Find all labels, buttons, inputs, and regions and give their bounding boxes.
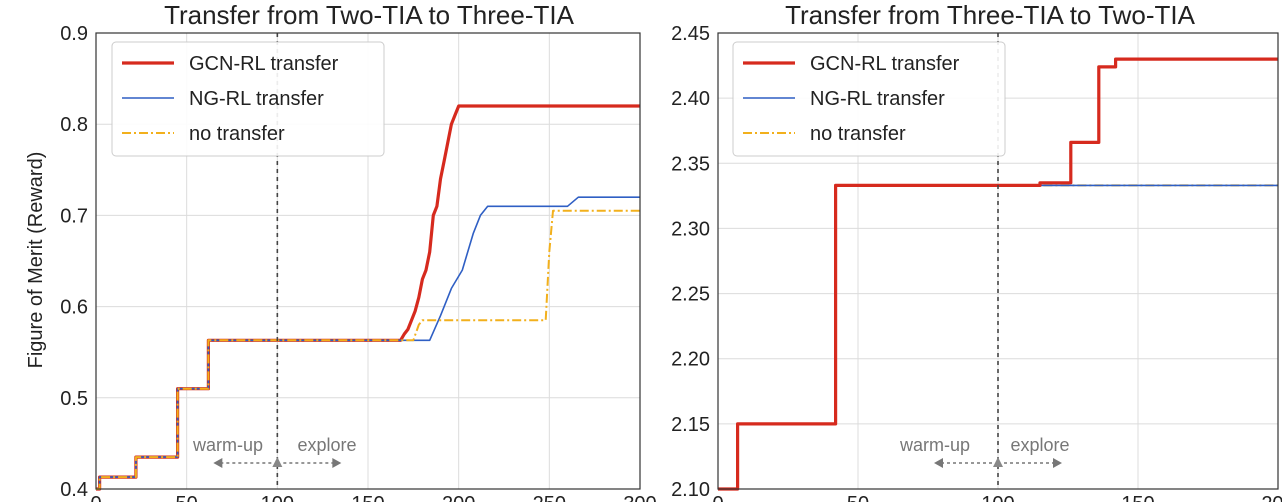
- chart-2: Transfer from Three-TIA to Two-TIA 2.102…: [671, 0, 1282, 502]
- chart-1-x-tick-label: 300: [623, 493, 656, 502]
- chart-2-y-tick-label: 2.30: [671, 218, 710, 240]
- chart-2-y-tick-label: 2.45: [671, 23, 710, 45]
- chart-2-warmup-label: warm-up: [899, 435, 970, 455]
- warmup-arrowhead: [934, 458, 943, 468]
- warmup-arrowhead: [213, 458, 223, 468]
- chart-2-plot-frame: [717, 32, 1279, 490]
- chart-2-phase-annotation: warm-up explore: [899, 435, 1070, 455]
- chart-2-x-tick-label: 200: [1261, 493, 1282, 502]
- chart-1-y-tick-label: 0.8: [60, 114, 88, 136]
- chart-2-y-tick-label: 2.10: [671, 479, 710, 501]
- legend-label: NG-RL transfer: [189, 88, 324, 110]
- divider-marker: [993, 457, 1003, 467]
- chart-1-y-tick-label: 0.9: [60, 23, 88, 45]
- chart-2-y-tick-label: 2.25: [671, 284, 710, 306]
- chart-1-plot-frame: [95, 32, 641, 490]
- legend-label: GCN-RL transfer: [810, 53, 960, 75]
- chart-1-x-tick-label: 150: [351, 493, 384, 502]
- legend-label: NG-RL transfer: [810, 88, 945, 110]
- chart-1-series: [96, 104, 640, 491]
- chart-2-x-tick-label: 50: [847, 493, 869, 502]
- chart-2-legend: GCN-RL transfer NG-RL transfer no transfer: [732, 41, 1006, 157]
- chart-1-x-tick-label: 0: [90, 493, 101, 502]
- explore-arrowhead: [1053, 458, 1062, 468]
- chart-1-legend: GCN-RL transfer NG-RL transfer no transfer: [111, 41, 385, 157]
- chart-2-y-tick-labels: 2.10 2.15 2.20 2.25 2.30 2.35 2.40 2.45: [671, 23, 710, 501]
- chart-1-title: Transfer from Two-TIA to Three-TIA: [164, 0, 575, 30]
- legend-box: [111, 41, 385, 157]
- chart-1-y-tick-label: 0.6: [60, 297, 88, 319]
- legend-label: no transfer: [189, 123, 285, 145]
- chart-1-x-tick-label: 200: [442, 493, 475, 502]
- chart-2-y-tick-label: 2.35: [671, 153, 710, 175]
- chart-2-explore-label: explore: [1010, 435, 1069, 455]
- chart-1-x-tick-label: 100: [261, 493, 294, 502]
- chart-1: Transfer from Two-TIA to Three-TIA Figur…: [25, 0, 657, 502]
- chart-1-x-tick-label: 250: [533, 493, 566, 502]
- legend-box: [732, 41, 1006, 157]
- chart-2-x-tick-label: 150: [1121, 493, 1154, 502]
- chart-1-x-tick-labels: 0 50 100 150 200 250 300: [90, 493, 656, 502]
- chart-1-y-tick-label: 0.5: [60, 388, 88, 410]
- chart-2-x-tick-label: 100: [981, 493, 1014, 502]
- legend-label: no transfer: [810, 123, 906, 145]
- chart-1-y-tick-labels: 0.4 0.5 0.6 0.7 0.8 0.9: [60, 23, 88, 501]
- chart-2-title: Transfer from Three-TIA to Two-TIA: [785, 0, 1196, 30]
- chart-2-x-tick-label: 0: [712, 493, 723, 502]
- chart-2-y-tick-label: 2.20: [671, 349, 710, 371]
- chart-1-x-tick-label: 50: [176, 493, 198, 502]
- chart-2-y-tick-label: 2.15: [671, 414, 710, 436]
- legend-label: GCN-RL transfer: [189, 53, 339, 75]
- explore-arrowhead: [332, 458, 342, 468]
- divider-marker: [272, 457, 283, 467]
- chart-1-y-tick-label: 0.4: [60, 479, 88, 501]
- chart-1-phase-annotation: warm-up explore: [192, 435, 357, 455]
- chart-1-y-axis-label: Figure of Merit (Reward): [25, 152, 47, 369]
- chart-2-x-tick-labels: 0 50 100 150 200: [712, 493, 1282, 502]
- chart-1-warmup-label: warm-up: [192, 435, 263, 455]
- series-line-gcn-rl-transfer: [718, 57, 1278, 491]
- chart-2-y-tick-label: 2.40: [671, 88, 710, 110]
- chart-1-y-tick-label: 0.7: [60, 205, 88, 227]
- chart-1-explore-label: explore: [297, 435, 356, 455]
